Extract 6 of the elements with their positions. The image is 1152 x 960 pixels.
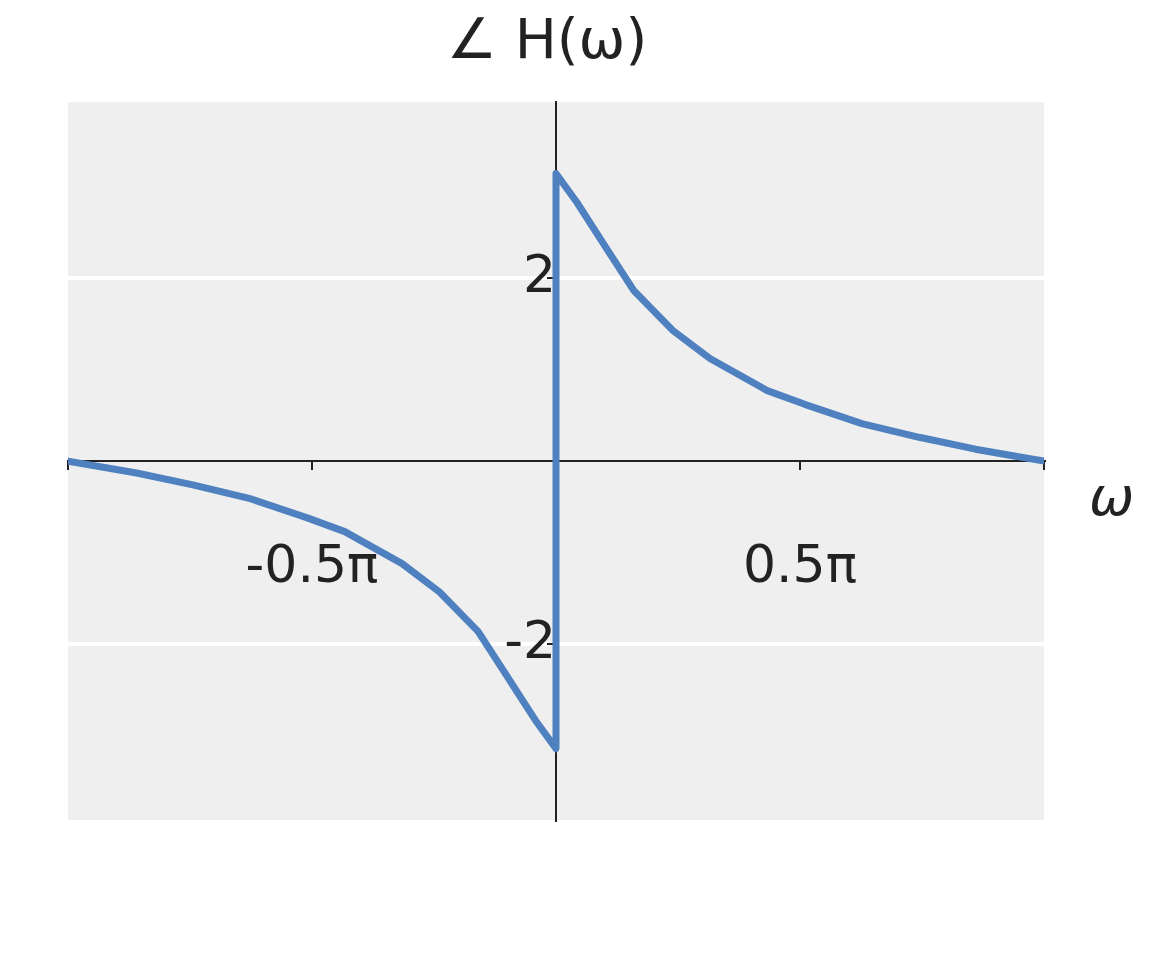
x-tick-label: 0.5π <box>742 533 858 594</box>
y-tick-label: 2 <box>522 243 556 304</box>
x-tick-label: -0.5π <box>245 533 379 594</box>
chart-title: ∠ H(ω) <box>446 6 648 72</box>
x-axis-title: ω <box>1089 465 1135 529</box>
y-tick-label: -2 <box>504 609 556 670</box>
